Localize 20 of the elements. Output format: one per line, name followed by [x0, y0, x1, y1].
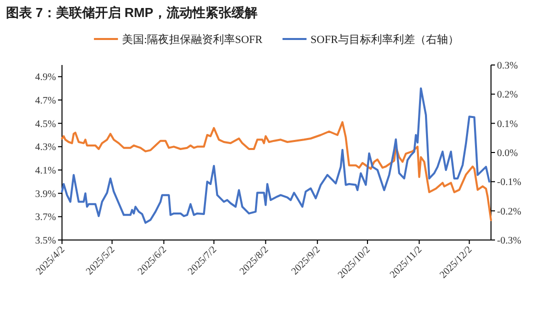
legend-label: 美国:隔夜担保融资利率SOFR [122, 33, 264, 46]
y2-tick-label: -0.3% [497, 236, 522, 246]
y-tick-label: 4.9% [35, 72, 56, 84]
y2-tick-label: 0.3% [497, 60, 518, 72]
line-series [61, 87, 490, 224]
y2-tick-label: 0.1% [497, 118, 518, 130]
y2-tick-label: 0.2% [497, 90, 518, 101]
y-tick-label: 4.5% [35, 118, 56, 130]
line-series [61, 121, 492, 222]
y-tick-label: 4.1% [35, 166, 56, 176]
y-tick-label: 3.9% [35, 188, 56, 200]
chart-title: 图表 7：美联储开启 RMP，流动性紧张缓解 [6, 5, 258, 20]
legend-label: SOFR与目标利率利差（右轴） [310, 33, 460, 46]
y2-tick-label: 0.0% [497, 148, 518, 159]
y-tick-label: 3.7% [35, 212, 56, 224]
y-tick-label: 3.5% [35, 236, 56, 246]
y2-tick-label: -0.2% [497, 206, 522, 218]
y-tick-label: 4.7% [35, 96, 56, 106]
y2-tick-label: -0.1% [497, 177, 522, 188]
y-tick-label: 4.3% [35, 142, 56, 154]
